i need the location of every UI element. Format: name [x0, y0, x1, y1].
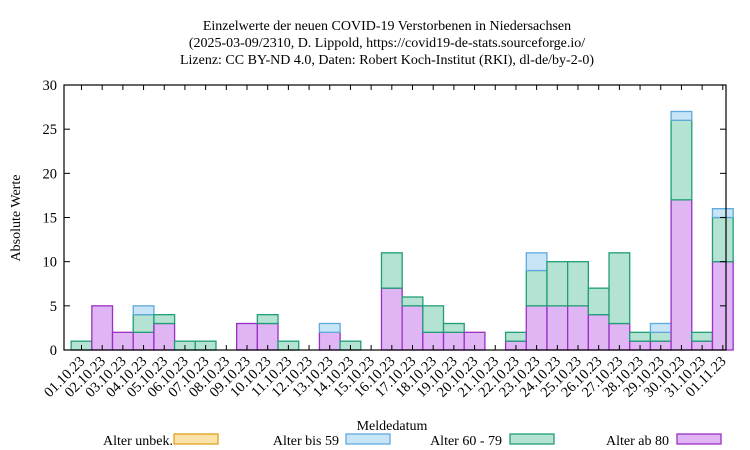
legend-label-alter-ab-80: Alter ab 80 [606, 434, 669, 449]
legend-label-alter-60-79: Alter 60 - 79 [430, 434, 502, 449]
y-tick-label: 20 [43, 166, 58, 182]
y-tick-label: 25 [43, 122, 58, 138]
bar-alter-ab-80-26.10.23 [587, 314, 610, 351]
bar-alter-bis-59-23.10.23 [525, 252, 548, 272]
title-line-2: (2025-03-09/2310, D. Lippold, https://co… [189, 36, 585, 51]
bar-alter-ab-80-02.10.23 [91, 305, 114, 351]
bar-alter-ab-80-30.10.23 [670, 199, 693, 351]
chart-title: Einzelwerte der neuen COVID-19 Verstorbe… [180, 19, 594, 68]
title-line-3: Lizenz: CC BY-ND 4.0, Daten: Robert Koch… [180, 53, 594, 68]
bar-alter-bis-59-29.10.23 [649, 322, 672, 333]
bar-alter-60-79-29.10.23 [649, 331, 672, 342]
bar-alter-60-79-30.10.23 [670, 119, 693, 201]
bar-alter-60-79-26.10.23 [587, 287, 610, 316]
bar-alter-60-79-10.10.23 [256, 314, 279, 325]
bar-alter-60-79-23.10.23 [525, 269, 548, 307]
legend-swatch-alter-bis-59 [345, 433, 391, 445]
y-tick-label: 0 [50, 343, 57, 359]
legend-swatch-alter-60-79 [509, 433, 555, 445]
bar-alter-bis-59-30.10.23 [670, 110, 693, 121]
title-line-1: Einzelwerte der neuen COVID-19 Verstorbe… [203, 19, 571, 34]
bar-alter-60-79-24.10.23 [546, 261, 569, 307]
bar-alter-bis-59-04.10.23 [132, 305, 155, 316]
bar-alter-60-79-16.10.23 [380, 252, 403, 289]
legend-label-alter-unbek: Alter unbek. [103, 434, 173, 449]
bar-alter-60-79-27.10.23 [608, 252, 631, 325]
y-axis: 0 5 10 15 20 25 30 [43, 78, 726, 359]
x-axis: 01.10.2302.10.2303.10.2304.10.2305.10.23… [41, 85, 730, 401]
legend-swatch-alter-ab-80 [676, 433, 722, 445]
legend-label-alter-bis-59: Alter bis 59 [273, 434, 339, 449]
bar-alter-60-79-01.11.23 [711, 216, 734, 263]
bars-layer [70, 110, 734, 351]
bar-alter-ab-80-16.10.23 [380, 287, 403, 351]
bar-alter-ab-80-23.10.23 [525, 305, 548, 351]
bar-alter-60-79-19.10.23 [442, 322, 465, 333]
bar-alter-60-79-17.10.23 [401, 296, 424, 307]
bar-alter-60-79-31.10.23 [691, 331, 714, 342]
legend-swatch-alter-unbek [173, 433, 219, 445]
bar-alter-bis-59-13.10.23 [318, 322, 341, 333]
y-axis-label: Absolute Werte [9, 175, 24, 262]
bar-alter-ab-80-25.10.23 [567, 305, 589, 351]
bar-alter-ab-80-24.10.23 [546, 305, 569, 351]
bar-alter-60-79-22.10.23 [504, 331, 527, 342]
y-tick-label: 10 [43, 255, 58, 271]
y-tick-label: 15 [43, 211, 58, 227]
legend: Alter unbek. Alter bis 59 Alter 60 - 79 Alt… [103, 433, 722, 449]
bar-alter-60-79-18.10.23 [422, 305, 445, 333]
x-axis-label: Meldedatum [357, 419, 428, 434]
y-tick-label: 30 [43, 78, 58, 94]
bar-alter-60-79-28.10.23 [629, 331, 652, 342]
bar-alter-bis-59-01.11.23 [711, 208, 734, 219]
bar-alter-60-79-25.10.23 [567, 261, 589, 307]
bar-alter-60-79-05.10.23 [153, 314, 176, 325]
bar-alter-ab-80-17.10.23 [401, 305, 424, 351]
y-tick-label: 5 [50, 299, 57, 315]
bar-alter-60-79-04.10.23 [132, 314, 155, 333]
